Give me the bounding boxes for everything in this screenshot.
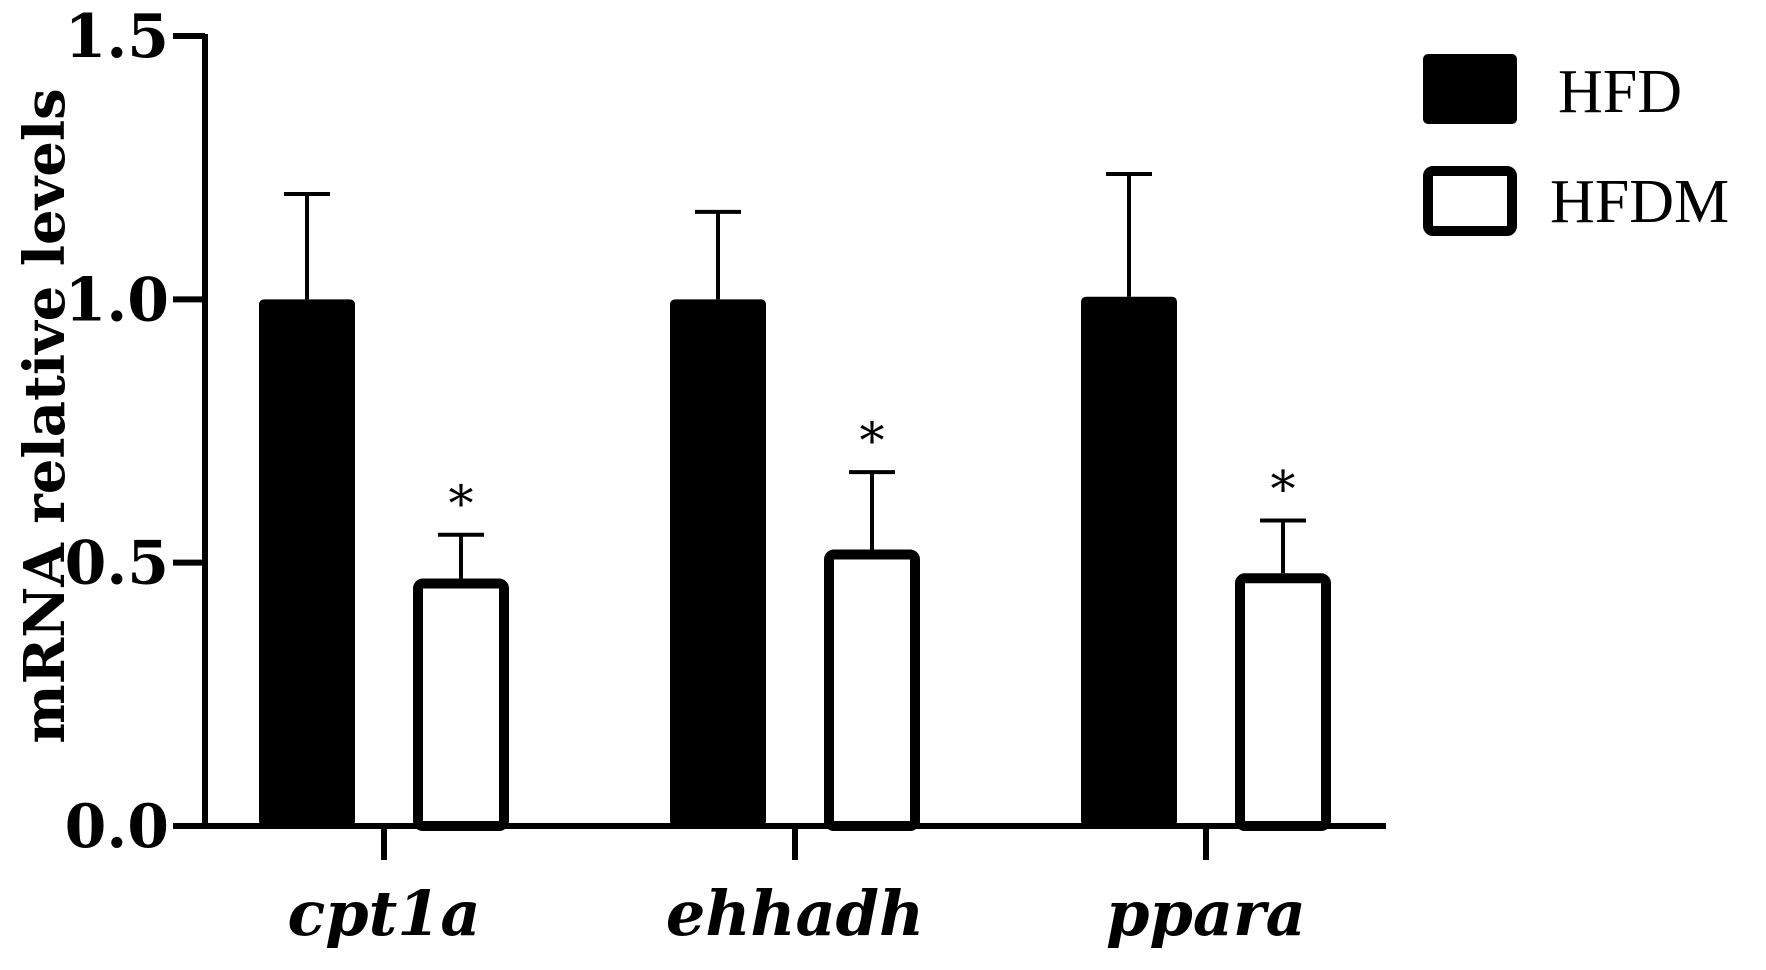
error-bar-hfd-cpt1a <box>284 192 330 300</box>
labels-layer: * * * 0.0 0.5 1.0 1.5 cpt1a ehhadh ppara mRNA rela… <box>12 2 1306 950</box>
error-bar-hfd-ehhadh <box>695 209 741 300</box>
y-tick-label: 1.5 <box>65 2 169 72</box>
bar-hfdm-ehhadh <box>824 549 920 831</box>
y-tick-label: 0.0 <box>65 792 169 862</box>
y-tick-label: 1.0 <box>65 265 169 335</box>
category-label-cpt1a: cpt1a <box>287 877 480 950</box>
category-label-ppara: ppara <box>1106 877 1306 950</box>
legend-swatch-hfdm <box>1423 166 1517 236</box>
error-bar-hfd-ppara <box>1106 171 1152 297</box>
legend-label-hfd: HFD <box>1558 58 1682 126</box>
significance-mark-ehhadh: * <box>860 412 885 470</box>
bars-layer <box>259 296 1331 832</box>
significance-mark-cpt1a: * <box>449 475 474 533</box>
legend-swatch-hfd <box>1423 54 1517 124</box>
error-bar-hfdm-ehhadh <box>849 470 895 550</box>
bar-hfd-cpt1a <box>259 299 355 826</box>
error-bar-hfdm-cpt1a <box>438 532 484 579</box>
error-bars-layer <box>284 171 1306 579</box>
legend-item-hfd: HFD <box>1423 54 1682 126</box>
legend-label-hfdm: HFDM <box>1550 168 1729 236</box>
bar-hfdm-ppara <box>1235 573 1331 832</box>
y-tick-label: 0.5 <box>65 529 169 599</box>
category-label-ehhadh: ehhadh <box>666 877 924 950</box>
significance-mark-ppara: * <box>1271 461 1296 519</box>
legend: HFD HFDM <box>1423 54 1729 236</box>
bar-hfdm-cpt1a <box>413 578 509 832</box>
error-bar-hfdm-ppara <box>1260 518 1306 574</box>
bar-hfd-ppara <box>1081 296 1177 826</box>
legend-item-hfdm: HFDM <box>1423 166 1729 236</box>
y-axis-title: mRNA relative levels <box>12 88 78 743</box>
bar-hfd-ehhadh <box>670 299 766 826</box>
axes-layer <box>173 33 1386 860</box>
